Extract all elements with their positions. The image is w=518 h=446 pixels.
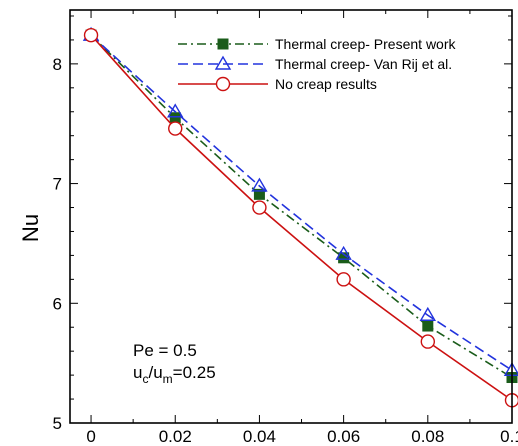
series-3 [83, 27, 518, 408]
legend: Thermal creep- Present work Thermal creep… [178, 36, 457, 92]
legend-entry: Thermal creep- Van Rij et al. [178, 55, 452, 72]
data-point [168, 121, 183, 136]
x-tick-label: 0.08 [411, 427, 444, 446]
annotation-velocity-ratio: uc/um=0.25 [133, 363, 216, 386]
y-tick-label: 5 [53, 414, 62, 433]
x-tick-label: 0.04 [243, 427, 276, 446]
legend-label: Thermal creep- Present work [275, 36, 457, 52]
data-point [338, 252, 350, 264]
legend-label: No creap results [275, 76, 377, 92]
x-tick-label: 0 [86, 427, 95, 446]
legend-marker [215, 76, 231, 92]
x-tick-label: 0.1 [500, 427, 518, 446]
legend-marker [217, 38, 229, 50]
annotation-u: u [133, 363, 142, 382]
y-tick-label: 7 [53, 175, 62, 194]
data-point [336, 272, 351, 287]
data-point [422, 320, 434, 332]
data-point [335, 245, 352, 260]
data-point [419, 306, 437, 321]
data-point [167, 103, 184, 118]
y-tick-label: 8 [53, 55, 62, 74]
y-tick-label: 6 [53, 294, 62, 313]
annotation-sub-m: m [163, 372, 173, 386]
annotation-slash-u: /u [148, 363, 162, 382]
y-axis-label: Nu [18, 214, 43, 242]
legend-entry: No creap results [178, 76, 377, 92]
plot-frame [69, 9, 513, 424]
data-point [83, 27, 99, 43]
x-tick-label: 0.06 [327, 427, 360, 446]
annotation: Pe = 0.5 uc/um=0.25 [133, 341, 216, 386]
series-line [90, 34, 513, 371]
series-line [90, 34, 513, 379]
annotation-ratio: =0.25 [173, 363, 216, 382]
legend-entry: Thermal creep- Present work [178, 36, 457, 52]
annotation-pe: Pe = 0.5 [133, 341, 197, 360]
x-tick-label: 0.02 [159, 427, 192, 446]
data-point [420, 334, 436, 349]
legend-label: Thermal creep- Van Rij et al. [275, 56, 452, 72]
series-layer [82, 26, 518, 408]
data-point [252, 200, 267, 215]
data-point [169, 112, 181, 124]
series-line [90, 34, 513, 401]
annotation-sub-c: c [142, 372, 148, 386]
legend-marker [214, 55, 232, 70]
data-point [251, 177, 268, 192]
data-point [253, 188, 265, 200]
axis-tick-labels: 0 0.02 0.04 0.06 0.08 0.1 5 6 7 8 [53, 55, 518, 446]
